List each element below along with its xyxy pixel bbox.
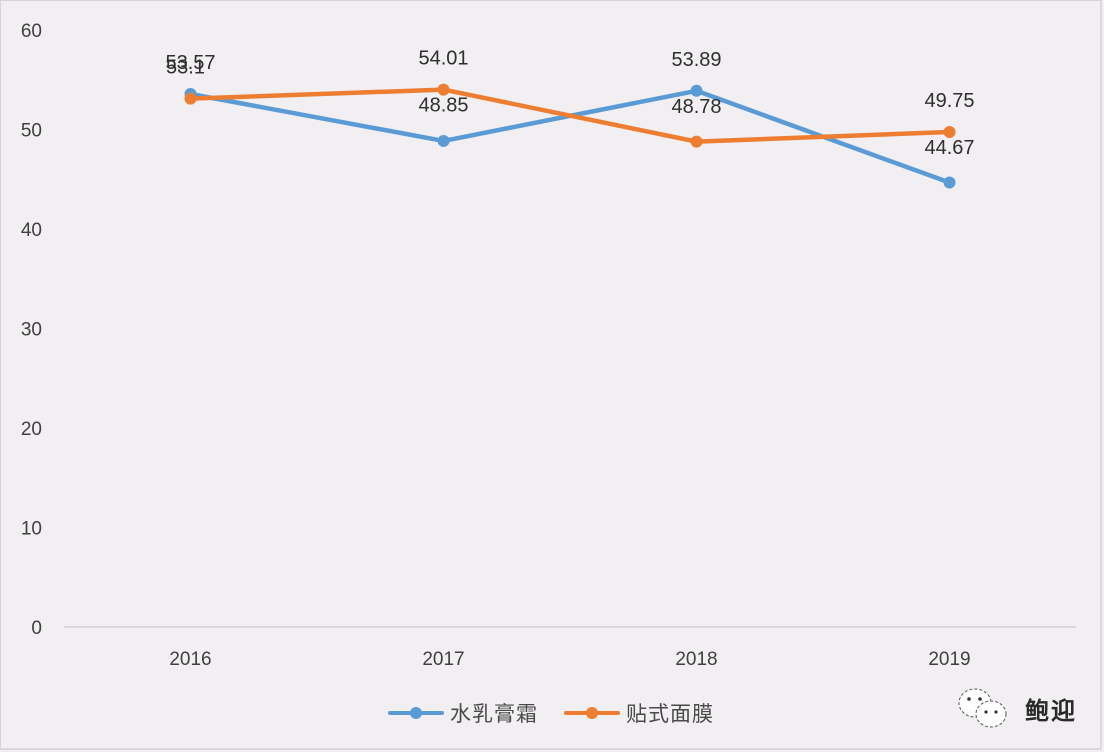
data-label: 53.89 bbox=[671, 49, 721, 71]
data-label: 53.57 bbox=[165, 52, 215, 74]
x-axis: 2016 2017 2018 2019 bbox=[169, 649, 970, 670]
wechat-icon bbox=[958, 688, 1007, 728]
data-label: 48.85 bbox=[418, 95, 468, 117]
watermark: 鲍迎 bbox=[955, 684, 1077, 732]
series-line bbox=[188, 87, 952, 144]
x-tick-label: 2017 bbox=[422, 649, 464, 670]
data-label: 48.78 bbox=[671, 96, 721, 118]
legend-item-sheet-mask[interactable]: 贴式面膜 bbox=[564, 698, 714, 728]
x-tick-label: 2018 bbox=[675, 649, 717, 670]
legend-label: 贴式面膜 bbox=[626, 703, 714, 726]
legend-line-marker-icon bbox=[388, 707, 444, 719]
data-point-marker[interactable] bbox=[690, 135, 703, 148]
data-point-marker[interactable] bbox=[690, 84, 703, 97]
legend-line-marker-icon bbox=[564, 707, 620, 719]
series-layer bbox=[184, 83, 956, 189]
y-tick-label: 0 bbox=[31, 618, 42, 639]
data-point-marker[interactable] bbox=[437, 83, 450, 96]
data-label: 53.1 bbox=[166, 57, 205, 79]
data-label: 44.67 bbox=[924, 137, 974, 159]
data-label: 54.01 bbox=[418, 48, 468, 70]
data-point-marker[interactable] bbox=[943, 176, 956, 189]
y-tick-label: 60 bbox=[21, 21, 42, 42]
data-label: 49.75 bbox=[924, 90, 974, 112]
data-point-marker[interactable] bbox=[184, 92, 197, 105]
y-tick-label: 20 bbox=[21, 419, 42, 440]
y-tick-label: 30 bbox=[21, 320, 42, 341]
y-axis: 0 10 20 30 40 50 60 bbox=[21, 21, 42, 639]
legend-item-water-emulsion-cream[interactable]: 水乳膏霜 bbox=[388, 698, 538, 728]
x-tick-label: 2016 bbox=[169, 649, 211, 670]
y-tick-label: 10 bbox=[21, 519, 42, 540]
legend-label: 水乳膏霜 bbox=[450, 703, 538, 726]
data-labels: 53.57 48.85 53.89 44.67 53.1 54.01 48.78 49.75 bbox=[165, 48, 974, 159]
legend: 水乳膏霜 贴式面膜 bbox=[388, 698, 714, 728]
data-point-marker[interactable] bbox=[943, 125, 956, 138]
data-point-marker[interactable] bbox=[437, 134, 450, 147]
watermark-text: 鲍迎 bbox=[1025, 697, 1077, 725]
x-tick-label: 2019 bbox=[928, 649, 970, 670]
y-tick-label: 40 bbox=[21, 220, 42, 241]
y-tick-label: 50 bbox=[21, 121, 42, 142]
